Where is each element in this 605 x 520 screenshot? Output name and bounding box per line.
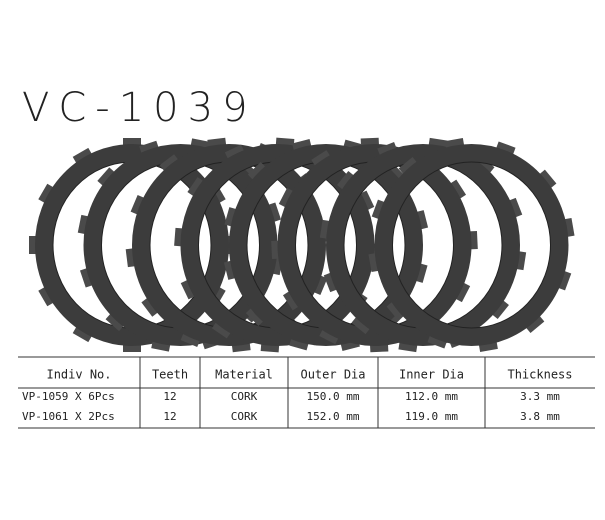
table-cell: CORK — [231, 390, 258, 403]
column-header: Outer Dia — [300, 368, 365, 382]
column-header: Thickness — [507, 368, 572, 382]
table-cell: 112.0 mm — [405, 390, 458, 403]
table-cell: 3.8 mm — [520, 410, 560, 423]
clutch-plate — [319, 137, 527, 353]
plate-ring — [83, 144, 278, 346]
clutch-plates — [29, 137, 575, 353]
column-header: Indiv No. — [46, 368, 111, 382]
spec-table: Indiv No. Teeth Material Outer Dia Inner Dia… — [18, 356, 595, 429]
column-header: Inner Dia — [399, 368, 464, 382]
plate-ring — [374, 144, 569, 346]
column-header: Material — [215, 368, 273, 382]
plate-ring — [180, 144, 375, 346]
plate-ring — [277, 144, 472, 346]
table-cell: 150.0 mm — [307, 390, 360, 403]
product-code: VC-1039 — [22, 85, 257, 131]
plate-inner-edge — [392, 161, 551, 329]
plate-ring — [35, 144, 229, 346]
clutch-plate — [29, 138, 235, 352]
table-cell: VP-1061 X 2Pcs — [22, 410, 115, 423]
table-cell: 12 — [163, 390, 176, 403]
clutch-plate — [368, 138, 575, 352]
table-cell: CORK — [231, 410, 258, 423]
column-header: Teeth — [152, 368, 188, 382]
plate-ring — [326, 144, 520, 346]
table-cell: 152.0 mm — [307, 410, 360, 423]
table-cell: VP-1059 X 6Pcs — [22, 390, 115, 403]
table-cell: 12 — [163, 410, 176, 423]
table-cell: 3.3 mm — [520, 390, 560, 403]
table-cell: 119.0 mm — [405, 410, 458, 423]
